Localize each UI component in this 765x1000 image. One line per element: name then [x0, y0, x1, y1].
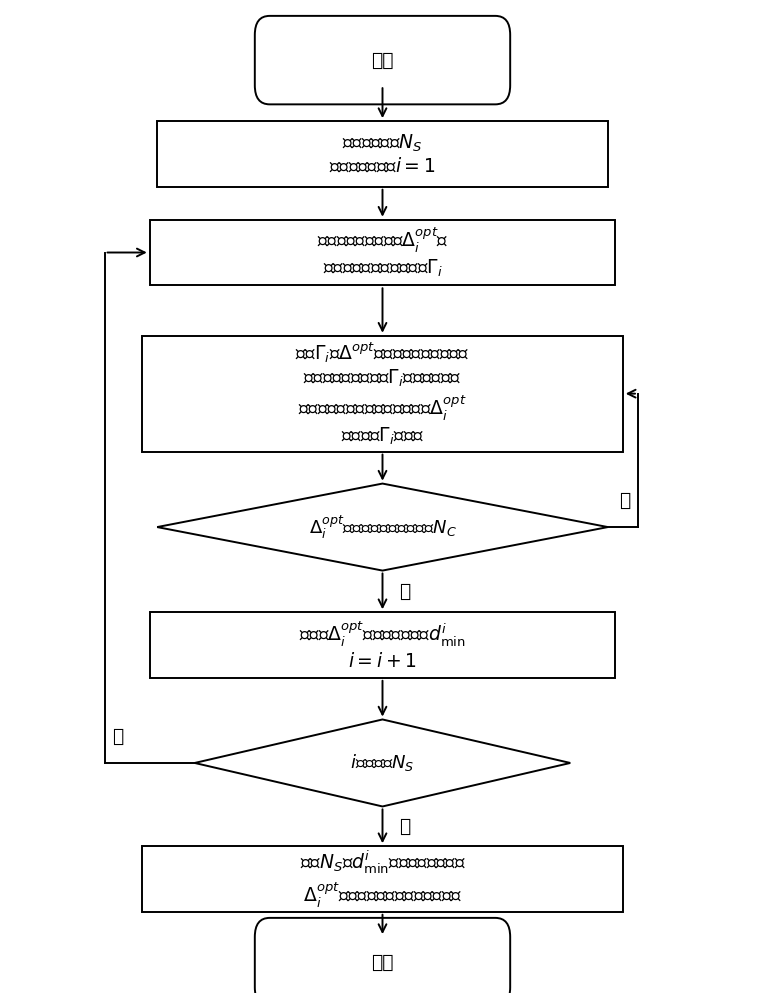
FancyBboxPatch shape [255, 16, 510, 104]
Text: 记录下$\Delta_i^{opt}$的最小欧式距离$d_{\min}^i$
$i=i+1$: 记录下$\Delta_i^{opt}$的最小欧式距离$d_{\min}^i$ $… [299, 619, 466, 671]
Text: 否: 否 [112, 727, 123, 746]
Bar [142, 336, 623, 452]
Text: 初始化空间调制星座$\Delta_i^{opt}$和
剩余空间调制星座点集合$\Gamma_i$: 初始化空间调制星座$\Delta_i^{opt}$和 剩余空间调制星座点集合$\… [317, 226, 448, 279]
Polygon shape [157, 484, 608, 571]
Bar [150, 612, 615, 678]
Text: 比较$N_S$个$d_{\min}^i$值的大小，选对应
$\Delta_i^{opt}$最大的作为最优空间调制星座: 比较$N_S$个$d_{\min}^i$值的大小，选对应 $\Delta_i^{… [300, 848, 465, 910]
Polygon shape [195, 719, 570, 806]
Text: 否: 否 [619, 491, 630, 510]
Bar [142, 846, 623, 912]
Text: 是: 是 [399, 817, 410, 836]
Text: 设定循环次数$N_S$
初始化循环变量$i=1$: 设定循环次数$N_S$ 初始化循环变量$i=1$ [329, 132, 436, 176]
Text: $\Delta_i^{opt}$中的元素个数是否大于$N_C$: $\Delta_i^{opt}$中的元素个数是否大于$N_C$ [308, 513, 457, 541]
Text: 计算$\Gamma_i$和$\Delta^{opt}$中空间调制星座点之间
的最小欧氏距离，将$\Gamma_i$中最小欧氏距
离最大的空间调制星座点加入到$\: 计算$\Gamma_i$和$\Delta^{opt}$中空间调制星座点之间 的最… [295, 340, 470, 447]
Bar [157, 121, 608, 187]
Text: 结束: 结束 [371, 953, 394, 972]
FancyBboxPatch shape [255, 918, 510, 1000]
Text: 是: 是 [399, 582, 410, 601]
Text: $i$是否大于$N_S$: $i$是否大于$N_S$ [350, 752, 415, 773]
Bar [150, 220, 615, 285]
Text: 开始: 开始 [371, 51, 394, 70]
